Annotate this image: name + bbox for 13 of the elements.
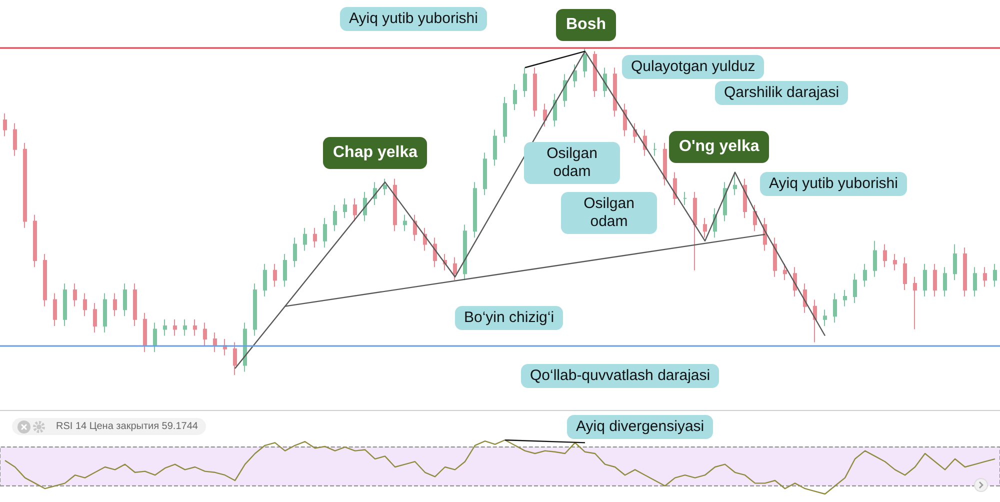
callout: Ayiq yutib yuborishi [340,7,487,31]
callout: Bosh [556,9,616,41]
callout: O'ng yelka [669,131,770,163]
callout: Ayiq divergensiyasi [567,415,714,439]
callout: Qulayotgan yulduz [622,55,764,79]
callout: Osilgan odam [524,142,620,184]
chart-title: RSI 14 Цена закрытия 59.1744 [12,418,206,435]
callout: Chap yelka [323,137,428,169]
callout: Bo‘yin chizig‘i [455,306,564,330]
callout: Ayiq yutib yuborishi [760,172,907,196]
callout: Qarshilik darajasi [715,81,848,105]
callout: Osilgan odam [561,192,657,234]
callout: Qo‘llab-quvvatlash darajasi [521,364,720,388]
